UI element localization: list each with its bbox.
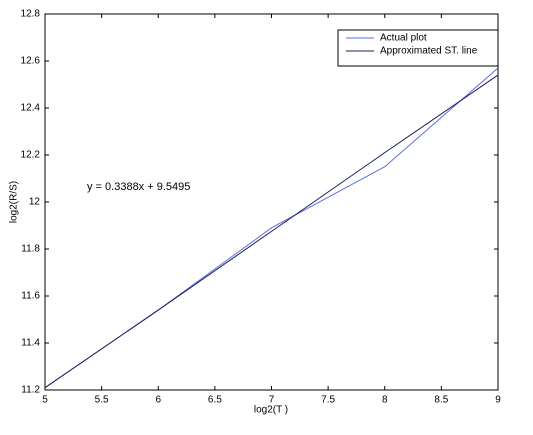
y-tick-label: 12.6 [21,56,41,67]
y-tick-label: 11.6 [21,291,40,302]
y-tick-label: 11.8 [21,244,40,255]
x-tick-label: 8 [382,395,388,406]
annotation: y = 0.3388x + 9.5495 [87,181,190,193]
legend-label: Actual plot [380,33,427,44]
plot-area [44,13,499,391]
y-tick-label: 12.8 [21,9,41,20]
x-tick-label: 6 [155,395,161,406]
x-tick-label: 5 [42,395,48,406]
x-tick-label: 7.5 [321,395,335,406]
legend-label: Approximated ST. line [380,46,478,57]
y-tick-label: 12.2 [21,150,41,161]
y-tick-label: 12.4 [21,103,41,114]
y-tick-label: 11.4 [21,338,40,349]
y-tick-label: 11.2 [21,385,40,396]
x-axis-label: log2(T ) [254,405,288,416]
x-tick-label: 7 [269,395,275,406]
x-tick-label: 8.5 [434,395,448,406]
legend-box [337,29,499,67]
y-tick-label: 12 [29,197,41,208]
x-tick-label: 6.5 [208,395,222,406]
data-line [44,74,499,389]
x-tick-label: 9 [495,395,501,406]
y-axis-label: log2(R/S) [9,181,20,223]
x-tick-label: 5.5 [95,395,109,406]
